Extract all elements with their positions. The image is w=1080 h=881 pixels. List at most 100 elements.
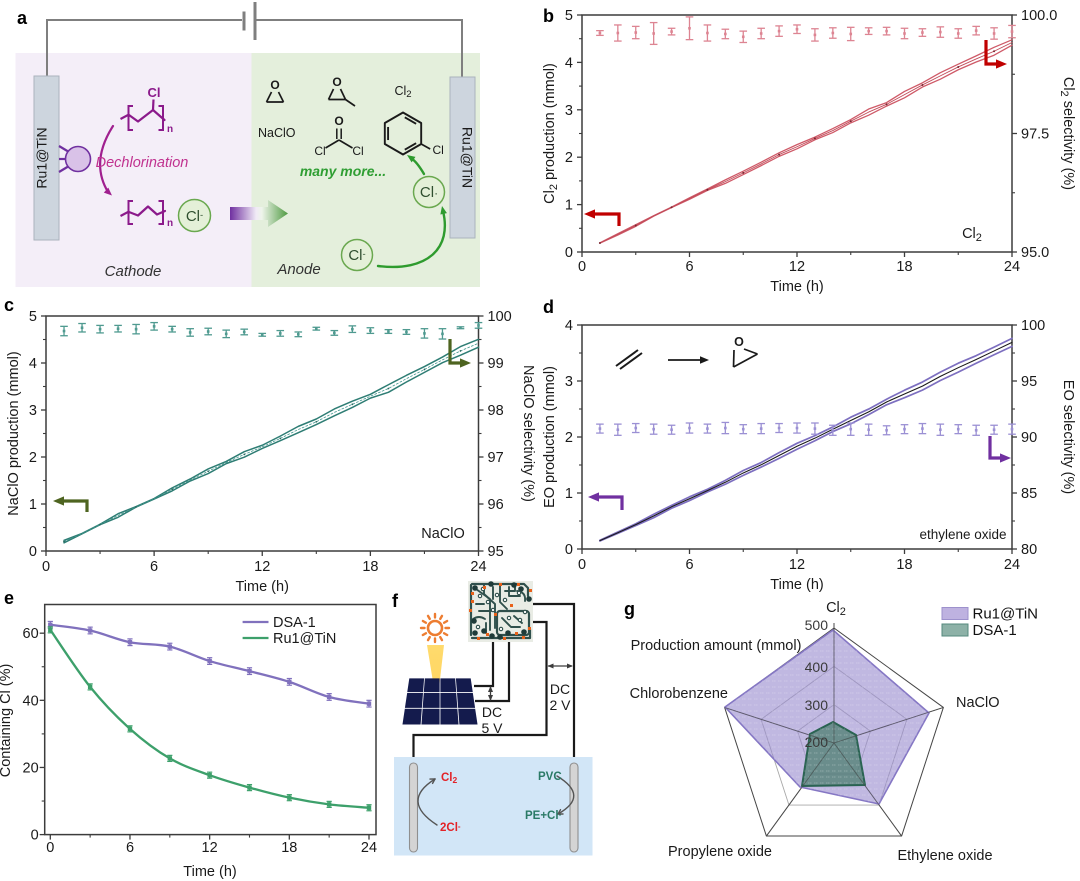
svg-text:f: f: [392, 591, 399, 611]
svg-text:Cl·: Cl·: [420, 184, 438, 201]
svg-text:NaClO: NaClO: [421, 526, 465, 542]
svg-text:Cl2: Cl2: [441, 772, 458, 785]
svg-text:18: 18: [896, 557, 912, 573]
svg-text:0: 0: [42, 559, 50, 575]
svg-text:2: 2: [565, 150, 573, 166]
svg-text:c: c: [4, 295, 14, 315]
svg-text:DC: DC: [550, 681, 570, 697]
svg-text:99: 99: [488, 356, 504, 372]
svg-text:24: 24: [1004, 259, 1020, 275]
svg-text:4: 4: [565, 55, 573, 71]
svg-text:300: 300: [805, 697, 829, 713]
svg-text:a: a: [17, 8, 28, 28]
svg-text:100.0: 100.0: [1021, 8, 1057, 24]
svg-text:6: 6: [685, 557, 693, 573]
svg-text:EO production (mmol): EO production (mmol): [542, 366, 558, 508]
svg-text:Dechlorination: Dechlorination: [96, 155, 189, 171]
svg-text:O: O: [734, 335, 744, 349]
svg-text:95.0: 95.0: [1021, 245, 1049, 261]
svg-text:3: 3: [565, 374, 573, 390]
svg-text:Cathode: Cathode: [105, 263, 162, 280]
svg-text:0: 0: [565, 245, 573, 261]
svg-text:Ru1@TiN: Ru1@TiN: [34, 127, 50, 188]
svg-text:Cl: Cl: [314, 144, 325, 158]
svg-text:12: 12: [254, 559, 270, 575]
svg-text:97.5: 97.5: [1021, 127, 1049, 143]
svg-text:12: 12: [789, 259, 805, 275]
svg-text:Ru1@TiN: Ru1@TiN: [273, 631, 336, 647]
svg-text:DC: DC: [482, 704, 502, 720]
svg-text:100: 100: [1021, 318, 1045, 334]
svg-text:18: 18: [896, 259, 912, 275]
svg-text:0: 0: [46, 840, 54, 856]
svg-text:95: 95: [1021, 374, 1037, 390]
svg-text:Cl-: Cl-: [186, 208, 203, 225]
svg-text:Cl2 production (mmol): Cl2 production (mmol): [542, 63, 560, 204]
svg-text:NaClO production (mmol): NaClO production (mmol): [6, 351, 22, 515]
svg-text:e: e: [4, 588, 14, 608]
svg-text:2 V: 2 V: [549, 697, 571, 713]
svg-text:Cl: Cl: [433, 143, 444, 157]
svg-text:80: 80: [1021, 542, 1037, 558]
svg-text:18: 18: [281, 840, 297, 856]
svg-text:Cl2 selectivity (%): Cl2 selectivity (%): [1058, 77, 1076, 190]
svg-text:2: 2: [29, 450, 37, 466]
svg-text:6: 6: [685, 259, 693, 275]
svg-text:Time (h): Time (h): [770, 577, 823, 593]
svg-text:Cl: Cl: [352, 144, 363, 158]
svg-text:97: 97: [488, 450, 504, 466]
svg-text:0: 0: [29, 544, 37, 560]
svg-text:0: 0: [31, 828, 39, 844]
svg-text:Time (h): Time (h): [770, 279, 823, 295]
svg-text:NaClO selectivity (%): NaClO selectivity (%): [520, 365, 536, 502]
svg-text:200: 200: [805, 734, 829, 750]
svg-text:95: 95: [488, 544, 504, 560]
svg-text:ethylene oxide: ethylene oxide: [919, 527, 1006, 542]
svg-text:2: 2: [565, 430, 573, 446]
svg-text:0: 0: [578, 259, 586, 275]
svg-text:PE+Cl-: PE+Cl-: [525, 810, 562, 822]
svg-text:90: 90: [1021, 430, 1037, 446]
svg-text:n: n: [167, 218, 173, 229]
svg-text:NaClO: NaClO: [258, 126, 296, 140]
svg-text:d: d: [543, 297, 554, 317]
svg-text:4: 4: [565, 318, 573, 334]
svg-text:85: 85: [1021, 486, 1037, 502]
svg-text:1: 1: [565, 486, 573, 502]
svg-text:2Cl-: 2Cl-: [440, 822, 461, 834]
svg-text:400: 400: [805, 659, 829, 675]
svg-text:NaClO: NaClO: [956, 695, 1000, 711]
svg-text:5 V: 5 V: [481, 720, 503, 736]
svg-text:O: O: [334, 114, 343, 128]
svg-text:Chlorobenzene: Chlorobenzene: [630, 686, 728, 702]
svg-text:Ethylene oxide: Ethylene oxide: [897, 848, 992, 864]
svg-text:5: 5: [565, 8, 573, 24]
svg-text:n: n: [167, 124, 173, 135]
svg-text:many more...: many more...: [300, 163, 386, 179]
svg-text:0: 0: [565, 542, 573, 558]
svg-text:4: 4: [29, 356, 37, 372]
svg-text:5: 5: [29, 309, 37, 325]
svg-text:Cl: Cl: [148, 85, 161, 100]
svg-text:6: 6: [126, 840, 134, 856]
svg-text:Ru1@TiN: Ru1@TiN: [460, 127, 476, 188]
svg-text:Propylene oxide: Propylene oxide: [668, 844, 772, 860]
svg-text:24: 24: [470, 559, 486, 575]
svg-text:98: 98: [488, 403, 504, 419]
svg-text:6: 6: [150, 559, 158, 575]
svg-text:b: b: [543, 6, 554, 26]
svg-text:500: 500: [805, 617, 829, 633]
svg-text:100: 100: [488, 309, 512, 325]
svg-text:3: 3: [565, 103, 573, 119]
svg-text:60: 60: [23, 626, 39, 642]
svg-text:Anode: Anode: [276, 261, 320, 278]
svg-text:24: 24: [361, 840, 377, 856]
svg-text:Production amount (mmol): Production amount (mmol): [631, 638, 802, 654]
svg-text:20: 20: [23, 761, 39, 777]
svg-text:18: 18: [362, 559, 378, 575]
svg-text:40: 40: [23, 693, 39, 709]
svg-text:EO selectivity (%): EO selectivity (%): [1060, 380, 1076, 494]
svg-text:O: O: [270, 78, 279, 92]
svg-text:96: 96: [488, 497, 504, 513]
svg-text:O: O: [332, 75, 341, 89]
